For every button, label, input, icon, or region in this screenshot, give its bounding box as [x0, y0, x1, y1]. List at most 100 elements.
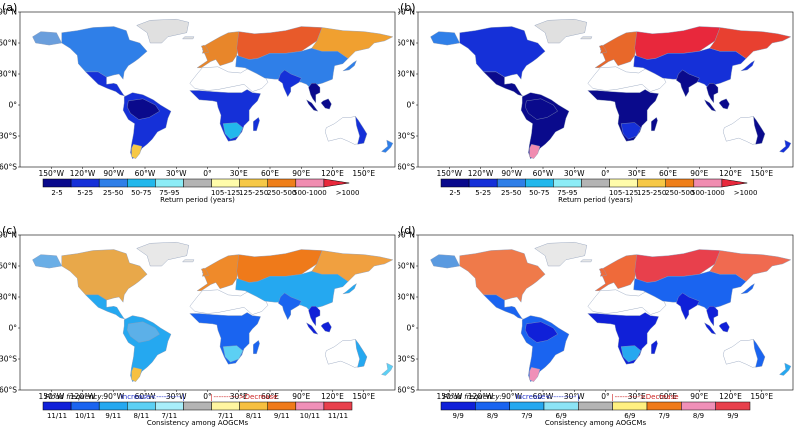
lon-label: 60°E — [261, 392, 279, 401]
lon-label: 150°E — [750, 169, 773, 178]
map-c: 90°N 60°N 30°N 0° 30°S 60°S 150°W 120°W 90°W 60°W… — [0, 231, 396, 427]
lon-label: 30°E — [628, 169, 646, 178]
lat-label: 60°N — [398, 39, 415, 48]
region-jap — [342, 60, 357, 72]
region-ca — [85, 294, 128, 320]
region-sum — [704, 99, 717, 112]
region-mada — [651, 340, 658, 355]
colorbar-arrow — [323, 178, 350, 188]
region-na — [459, 249, 546, 303]
colorbar-swatch — [609, 178, 638, 188]
region-aue — [355, 338, 368, 368]
colorbar-swatch — [239, 401, 268, 411]
flood-frequency-label: Flood frequency: — [45, 393, 104, 401]
lon-label: 150°E — [352, 392, 375, 401]
colorbar-label: 9/9 — [453, 412, 464, 420]
lon-label: 60°E — [659, 392, 677, 401]
lat-label: 60°S — [398, 163, 415, 172]
colorbar-swatch — [553, 178, 582, 188]
lat-label: 30°N — [0, 293, 17, 302]
colorbar-swatch — [42, 401, 72, 411]
lon-label: 120°W — [468, 169, 494, 178]
colorbar-label: 50-75 — [131, 189, 151, 197]
decrease-label: ---------->Decrease — [615, 393, 679, 401]
lon-label: 90°W — [501, 169, 522, 178]
lat-label: 60°S — [0, 386, 17, 395]
lon-label: 120°E — [321, 169, 344, 178]
region-gr — [136, 241, 190, 267]
lat-label: 90°N — [398, 231, 415, 240]
colorbar-label: 75-95 — [159, 189, 179, 197]
region-saf — [222, 345, 244, 363]
decrease-label: ---------->Decrease — [214, 393, 278, 401]
lat-label: 0° — [8, 324, 17, 333]
region-sib — [311, 27, 394, 59]
lat-label: 30°S — [398, 132, 415, 141]
colorbar-label: 7/11 — [162, 412, 178, 420]
colorbar-label: 9/11 — [105, 412, 121, 420]
region-aue — [355, 115, 368, 145]
region-jap — [740, 283, 755, 295]
region-na — [459, 26, 546, 80]
map-d: 90°N 60°N 30°N 0° 30°S 60°S 150°W 120°W 90°W 60°W… — [398, 231, 794, 427]
colorbar-label: 125-250 — [637, 189, 666, 197]
lon-label: 120°W — [468, 392, 494, 401]
region-jap — [342, 283, 357, 295]
region-asia — [633, 47, 747, 90]
region-in — [676, 292, 700, 321]
colorbar-swatch — [267, 401, 297, 411]
colorbar-label: 2-5 — [51, 189, 62, 197]
colorbar-swatch — [98, 178, 128, 188]
region-in — [278, 292, 302, 321]
region-jap — [740, 60, 755, 72]
lon-label: 120°W — [70, 169, 96, 178]
colorbar-swatch — [646, 401, 682, 411]
colorbar-arrow — [721, 178, 748, 188]
region-sum — [704, 322, 717, 335]
colorbar-label: 500-1000 — [691, 189, 725, 197]
colorbar-swatch — [127, 401, 156, 411]
colorbar-label: 250-500 — [267, 189, 296, 197]
colorbar-label: 6/9 — [624, 412, 635, 420]
region-bor — [718, 98, 730, 110]
colorbar-swatch — [440, 401, 476, 411]
colorbar-label: 250-500 — [665, 189, 694, 197]
panel-c: (c) 90°N 60°N 30°N 0° 30°S 60°S 150°W 120°W 90°W… — [0, 223, 398, 445]
region-asia — [633, 270, 747, 313]
colorbar-label: 10/11 — [75, 412, 95, 420]
colorbar-label: 7/9 — [659, 412, 670, 420]
region-bor — [718, 321, 730, 333]
colorbar-label: 5-25 — [475, 189, 491, 197]
region-sum — [306, 322, 319, 335]
region-nz — [779, 139, 792, 153]
colorbar-label: 125-250 — [239, 189, 268, 197]
region-amaz — [525, 98, 558, 120]
region-nz — [779, 362, 792, 376]
colorbar-swatch — [715, 401, 751, 411]
lon-label: 90°W — [103, 169, 124, 178]
colorbar-label: 500-1000 — [293, 189, 327, 197]
colorbar-swatch — [295, 401, 325, 411]
lat-label: 30°S — [0, 132, 17, 141]
region-sib — [311, 250, 394, 282]
colorbar-label: 105-125 — [211, 189, 240, 197]
lon-label: 60°W — [135, 392, 156, 401]
colorbar-swatch — [211, 178, 240, 188]
region-ca — [483, 294, 526, 320]
region-uk — [599, 267, 607, 277]
colorbar-swatch — [581, 178, 610, 188]
colorbar-swatch — [42, 178, 72, 188]
colorbar-label: 9/9 — [727, 412, 738, 420]
region-gr — [534, 241, 588, 267]
panel-label-d: (d) — [400, 224, 416, 237]
lon-label: 30°E — [628, 392, 646, 401]
colorbar-label: 8/9 — [693, 412, 704, 420]
flood-frequency-label: Flood frequency: — [443, 393, 502, 401]
lat-label: 30°S — [398, 355, 415, 364]
region-pat — [131, 367, 143, 382]
colorbar-swatch — [183, 401, 212, 411]
panel-label-c: (c) — [2, 224, 17, 237]
colorbar-swatch — [239, 178, 268, 188]
colorbar-label: 8/11 — [246, 412, 262, 420]
colorbar-swatch — [509, 401, 545, 411]
